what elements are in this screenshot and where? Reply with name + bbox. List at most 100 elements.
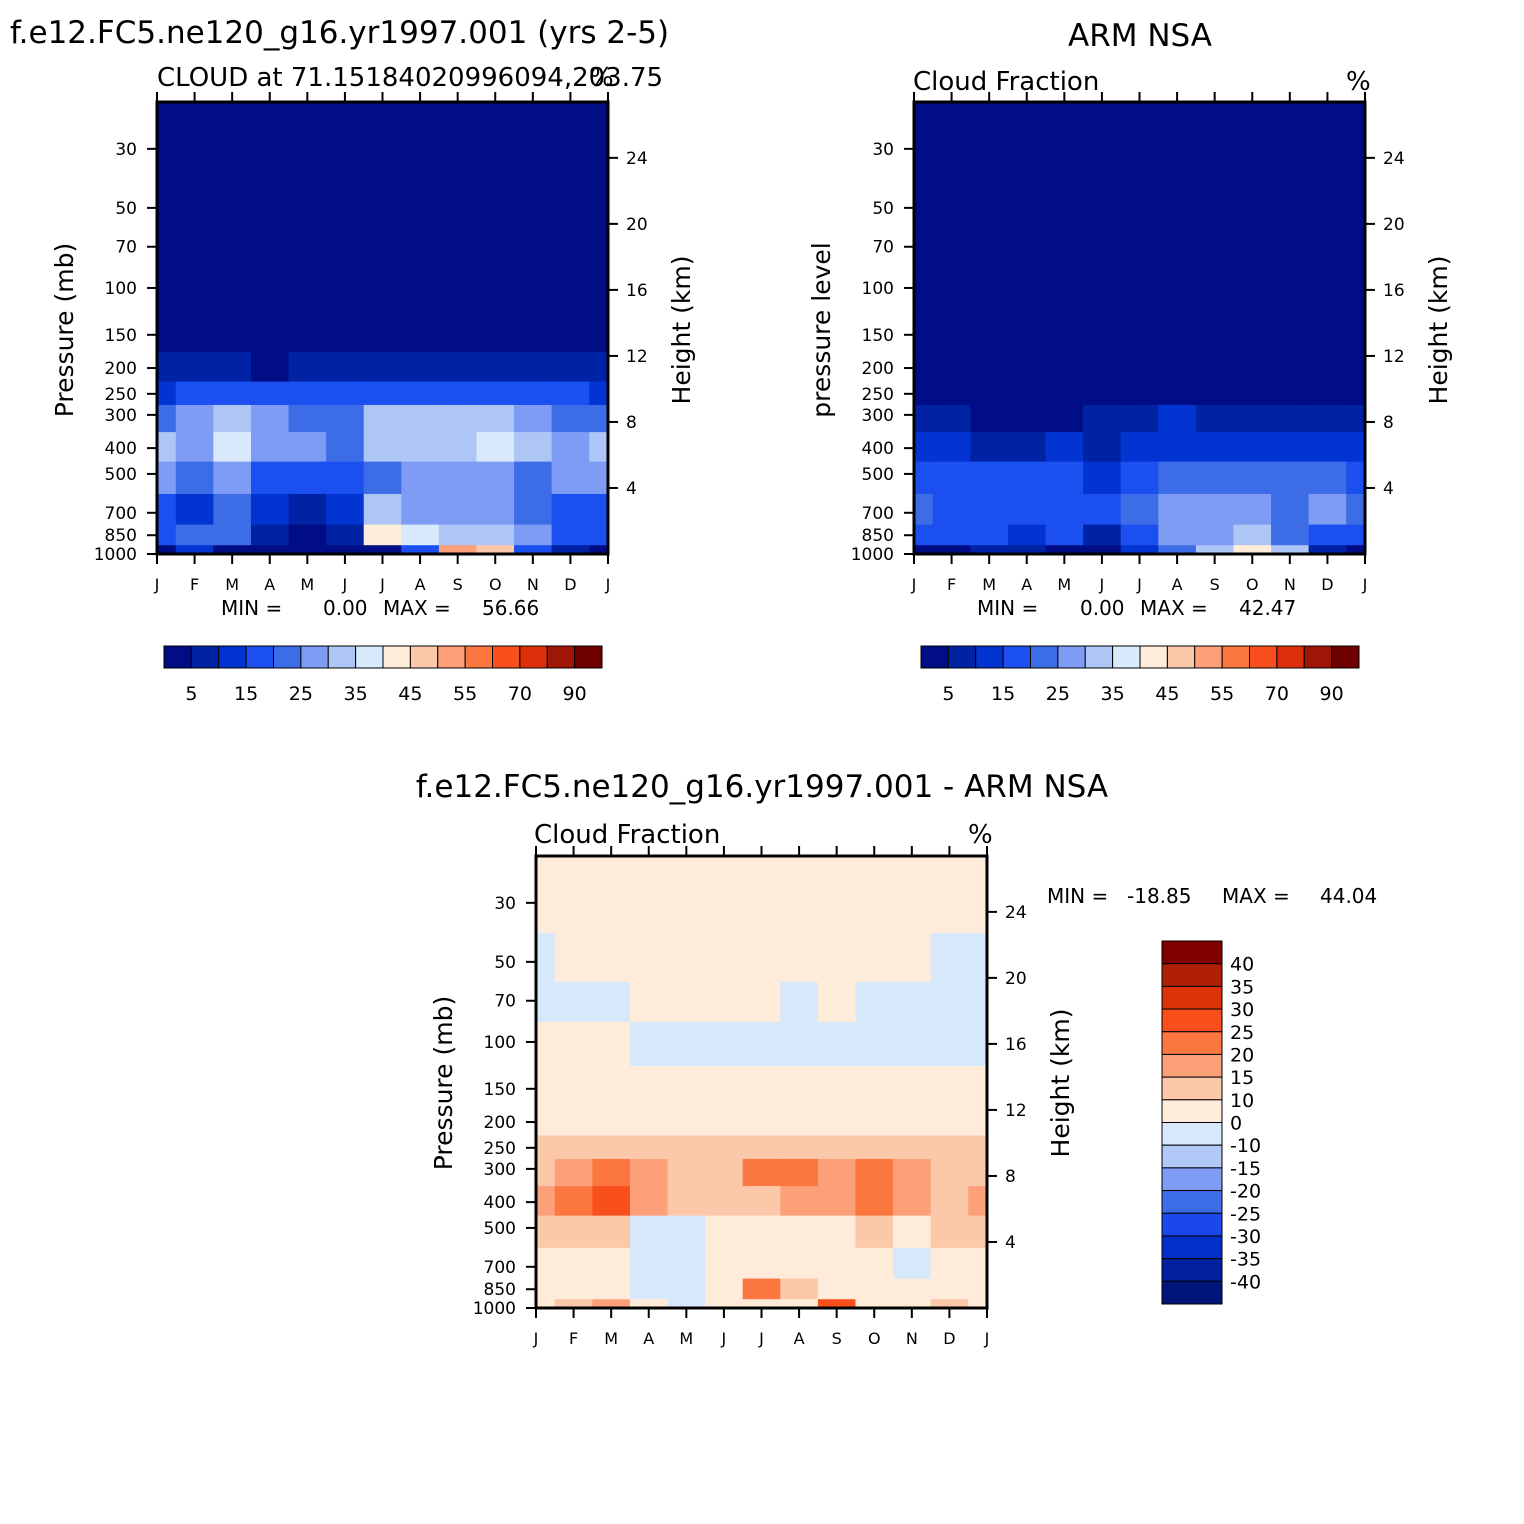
heatmap-cell <box>1045 380 1084 405</box>
heatmap-cell <box>476 380 515 405</box>
heatmap-cell <box>592 1021 631 1066</box>
colorbar-box <box>1030 645 1059 669</box>
heatmap-cell <box>250 461 290 494</box>
heatmap-cell <box>157 493 177 525</box>
heatmap-cell <box>1346 102 1366 179</box>
y-tick-label: 70 <box>872 238 894 258</box>
x-tick-label: J <box>1099 575 1105 594</box>
x-tick-label: M <box>982 575 996 594</box>
heatmap-cell <box>592 932 631 982</box>
heatmap-cell <box>157 544 177 555</box>
colorbar-label: 10 <box>1230 1090 1254 1112</box>
heatmap-cell <box>705 1021 744 1066</box>
heatmap-cell <box>1308 544 1347 555</box>
colorbar-label: 0 <box>1230 1113 1242 1135</box>
x-tick-label: J <box>721 1329 727 1348</box>
heatmap-cell <box>1083 404 1122 433</box>
heatmap-cell <box>326 178 365 228</box>
heatmap-cell <box>1007 404 1047 433</box>
heatmap-cell <box>589 404 609 433</box>
heatmap-cell <box>175 431 214 462</box>
heatmap-cell <box>401 227 440 268</box>
heatmap-cell <box>1271 178 1310 228</box>
heatmap-cell <box>1083 351 1122 382</box>
heatmap-cell <box>536 1298 556 1309</box>
heatmap-cell <box>213 544 252 555</box>
heatmap-cell <box>742 981 781 1022</box>
heatmap-cell <box>157 227 177 268</box>
heatmap-cell <box>629 1247 669 1279</box>
heatmap-cell <box>1233 493 1272 525</box>
colorbar-label: 55 <box>453 683 477 705</box>
heatmap-cell <box>592 1215 631 1248</box>
colorbar-box <box>464 645 494 669</box>
heatmap-cell <box>1083 102 1122 179</box>
heatmap-cell <box>968 1215 988 1248</box>
heatmap-cell <box>817 1158 857 1187</box>
heatmap-cell <box>438 461 478 494</box>
heatmap-cell <box>175 524 214 546</box>
heatmap-cell <box>157 178 177 228</box>
heatmap-cell <box>780 1185 819 1216</box>
heatmap-cell <box>554 932 593 982</box>
colorbar-box <box>218 645 247 669</box>
heatmap-cell <box>893 1105 932 1136</box>
heatmap-cell <box>363 380 402 405</box>
heatmap-cell <box>401 524 440 546</box>
heatmap-cell <box>1045 404 1084 433</box>
heatmap-cell <box>514 493 553 525</box>
heatmap-cell <box>401 267 440 312</box>
heatmap-cell <box>554 1298 593 1309</box>
heatmap-cell <box>780 1278 819 1300</box>
colorbar-box <box>1161 1053 1223 1078</box>
y-right-tick-label: 12 <box>1383 347 1405 367</box>
heatmap-cell <box>288 227 327 268</box>
heatmap-cell <box>817 1065 857 1107</box>
heatmap-cells <box>157 102 609 555</box>
heatmap-cell <box>1195 267 1235 312</box>
heatmap-cell <box>705 1215 744 1248</box>
heatmap-cell <box>326 431 365 462</box>
heatmap-cell <box>1346 227 1366 268</box>
y-right-tick-label: 20 <box>626 215 648 235</box>
colorbar-label: 45 <box>1155 683 1179 705</box>
heatmap-cell <box>780 1247 819 1279</box>
colorbar-box <box>492 645 521 669</box>
heatmap-cell <box>893 1298 932 1309</box>
colorbar-box <box>1166 645 1196 669</box>
y-tick-label: 70 <box>115 238 137 258</box>
heatmap-cell <box>1308 227 1347 268</box>
colorbar-label: 90 <box>563 683 587 705</box>
heatmap-cell <box>476 311 515 353</box>
heatmap-cell <box>1120 267 1159 312</box>
heatmap-cell <box>1158 493 1197 525</box>
y-tick-label: 200 <box>484 1113 516 1133</box>
heatmap-cell <box>326 267 365 312</box>
heatmap-cell <box>250 431 290 462</box>
heatmap-cell <box>551 351 590 382</box>
colorbar-box <box>273 645 302 669</box>
heatmap-cell <box>1083 267 1122 312</box>
panel-diff-stats: MIN = -18.85 MAX = 44.04 <box>1047 884 1377 908</box>
heatmap-cell <box>554 1021 593 1066</box>
heatmap-cell <box>1233 267 1272 312</box>
x-tick-label: M <box>225 575 239 594</box>
heatmap-cell <box>629 1134 669 1159</box>
heatmap-cell <box>855 1021 894 1066</box>
heatmap-cell <box>363 311 402 353</box>
heatmap-cell <box>1083 311 1122 353</box>
heatmap-cell <box>893 1278 932 1300</box>
panel-diff-subtitle: Cloud Fraction <box>534 820 720 850</box>
panel-model-ylabel: Pressure (mb) <box>50 243 79 417</box>
y-tick-label: 1000 <box>473 1299 516 1319</box>
heatmap-cell <box>363 267 402 312</box>
heatmap-cell <box>554 1215 593 1248</box>
heatmap-cell <box>326 461 365 494</box>
heatmap-cell <box>438 351 478 382</box>
heatmap-cell <box>175 267 214 312</box>
heatmap-cell <box>536 1105 556 1136</box>
heatmap-cell <box>970 524 1009 546</box>
heatmap-cell <box>1083 524 1122 546</box>
heatmap-cell <box>855 1278 894 1300</box>
heatmap-cell <box>817 1021 857 1066</box>
